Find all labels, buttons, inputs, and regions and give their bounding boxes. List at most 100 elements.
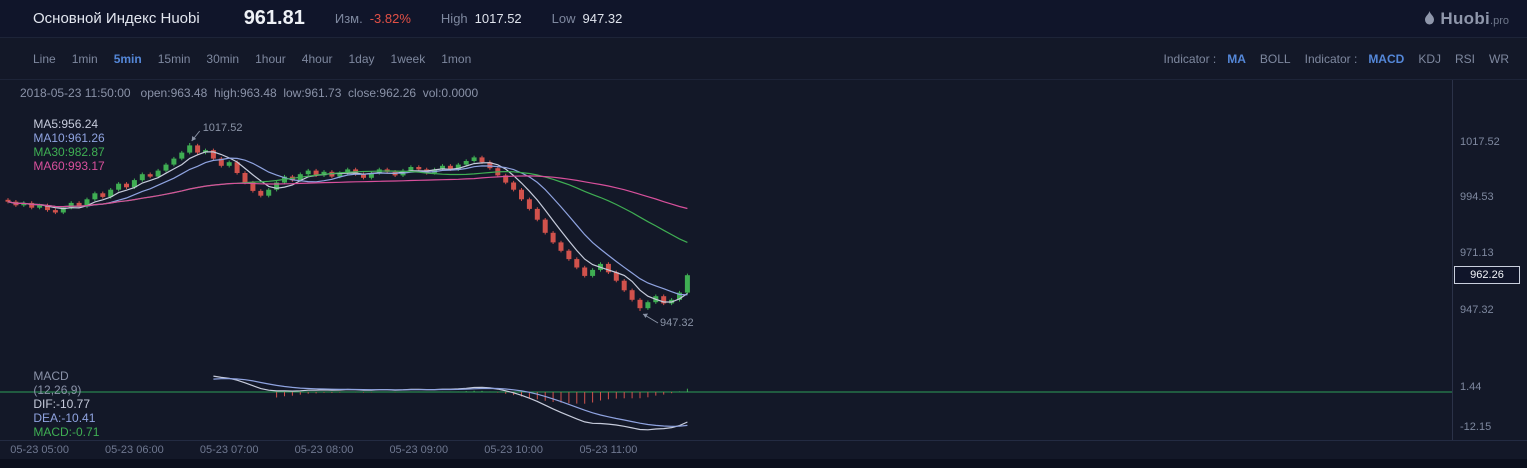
x-axis-label: 05-23 09:00: [389, 444, 449, 456]
candle: [645, 302, 651, 309]
candle: [234, 162, 240, 173]
price-axis-line: [1452, 80, 1453, 440]
change-label: Изм.: [334, 11, 363, 26]
timeframe-tab-1day[interactable]: 1day: [348, 51, 375, 66]
candle: [455, 164, 461, 170]
candle: [92, 193, 98, 200]
candle: [60, 207, 66, 213]
candle: [124, 183, 129, 188]
indicator-macd[interactable]: MACD: [1368, 51, 1405, 66]
timeframe-tab-1hour[interactable]: 1hour: [255, 51, 286, 66]
ma10-line: [7, 157, 688, 296]
dif-value: DIF:-10.77: [33, 397, 91, 411]
candle: [163, 164, 169, 171]
candle: [471, 157, 477, 161]
macd-chart: [0, 375, 1452, 431]
candle: [242, 173, 248, 183]
candle: [274, 182, 280, 190]
candle: [108, 189, 114, 197]
candle: [511, 182, 517, 190]
candle: [361, 174, 366, 178]
timeframe-tab-1min[interactable]: 1min: [71, 51, 98, 66]
candle: [313, 170, 319, 176]
candle: [605, 263, 611, 273]
macd-value: MACD:-0.71: [33, 425, 100, 439]
candle: [408, 167, 414, 171]
indicator-wr[interactable]: WR: [1489, 51, 1509, 66]
candle: [519, 189, 524, 200]
high-value: 1017.52: [474, 11, 522, 26]
low-annotation: 947.32: [660, 317, 694, 329]
footer-bar: [0, 459, 1527, 468]
candle: [305, 170, 311, 175]
x-axis-label: 05-23 05:00: [10, 444, 69, 456]
huobi-logo: Huobi .pro: [1423, 9, 1509, 29]
ma60-value: MA60:993.17: [33, 159, 105, 173]
ma-values: MA5:956.24 MA10:961.26 MA30:982.87 MA60:…: [20, 103, 114, 187]
ma10-value: MA10:961.26: [33, 131, 105, 145]
candle: [37, 205, 43, 208]
candle: [661, 296, 667, 304]
ma30-value: MA30:982.87: [33, 145, 105, 159]
dif-line: [213, 375, 688, 431]
candle: [45, 205, 50, 211]
x-axis-label: 05-23 10:00: [484, 444, 543, 456]
candle: [21, 202, 27, 206]
candle: [155, 170, 161, 177]
candle: [447, 165, 453, 170]
dea-value: DEA:-10.41: [33, 411, 96, 425]
candle: [621, 280, 627, 291]
candle: [116, 183, 122, 190]
current-price-tag: 962.26: [1454, 266, 1520, 285]
dea-line: [213, 377, 688, 427]
ma5-value: MA5:956.24: [33, 117, 99, 131]
indicator-boll[interactable]: BOLL: [1259, 51, 1291, 66]
timeframe-tab-30min[interactable]: 30min: [206, 51, 240, 66]
huobi-flame-icon: [1423, 11, 1436, 26]
x-axis-label: 05-23 07:00: [199, 444, 259, 456]
timeframe-tab-4hour[interactable]: 4hour: [301, 51, 333, 66]
x-axis-label: 05-23 06:00: [105, 444, 164, 456]
candle: [479, 157, 485, 163]
candle: [677, 292, 682, 300]
indicator-kdj[interactable]: KDJ: [1418, 51, 1441, 66]
macd-title: MACD: [33, 369, 69, 383]
timeframe-tab-5min[interactable]: 5min: [113, 51, 142, 66]
candle: [5, 199, 11, 202]
candle: [368, 173, 374, 178]
candle: [147, 174, 153, 177]
header: Основной Индекс Huobi 961.81 Изм. -3.82%…: [0, 0, 1527, 38]
candle: [337, 173, 343, 177]
candle: [503, 175, 509, 183]
indicator-rsi[interactable]: RSI: [1454, 51, 1475, 66]
candle: [218, 158, 224, 166]
candle: [574, 259, 580, 268]
low-arrowhead: [643, 313, 648, 318]
timeframe-tab-15min[interactable]: 15min: [157, 51, 191, 66]
timeframe-tab-1mon[interactable]: 1mon: [441, 51, 472, 66]
candle: [558, 242, 564, 251]
timeframe-tab-line[interactable]: Line: [33, 51, 56, 66]
macd-params: (12,26,9): [33, 383, 82, 397]
candle: [590, 269, 596, 276]
last-price: 961.81: [243, 7, 305, 29]
indicator-ma[interactable]: MA: [1227, 51, 1246, 66]
candle: [266, 189, 272, 196]
price-chart: 1017.52 947.32: [5, 122, 694, 329]
peak-annotation: 1017.52: [203, 122, 243, 134]
candle: [566, 250, 572, 260]
x-axis-label: 05-23 08:00: [294, 444, 354, 456]
candle: [613, 272, 619, 281]
logo-text: Huobi: [1440, 8, 1491, 28]
macd-axis-tick: 1.44: [1460, 380, 1482, 393]
candle: [52, 210, 58, 213]
change-value: -3.82%: [369, 11, 411, 26]
indicator-label-2: Indicator :: [1304, 51, 1358, 66]
indicator-toolbar: Indicator : MA BOLL Indicator : MACD KDJ…: [1164, 52, 1511, 66]
high-label: High: [440, 11, 468, 26]
candle: [629, 290, 635, 300]
candle: [210, 150, 216, 159]
timeframe-tab-1week[interactable]: 1week: [390, 51, 426, 66]
candle: [463, 161, 469, 165]
